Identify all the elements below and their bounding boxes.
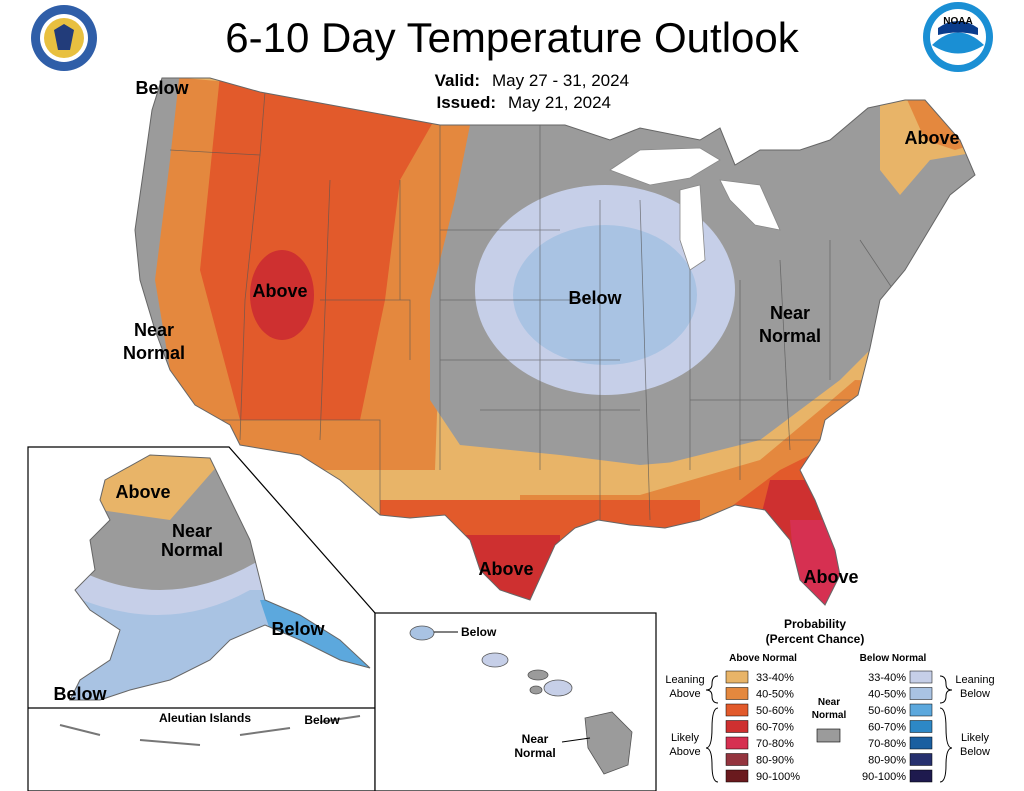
label-alaska-near-normal-2: Normal bbox=[161, 540, 223, 560]
label-alaska-below-se: Below bbox=[271, 619, 325, 639]
legend-below-swatch-2 bbox=[909, 703, 933, 717]
legend-above-swatches: 33-40% 40-50% 50-60% 60-70% 70-80% 80-90% 90-1… bbox=[725, 670, 800, 783]
lake-superior bbox=[609, 147, 721, 186]
conus-outline bbox=[134, 77, 976, 606]
legend-below-label-5: 80-90% bbox=[868, 755, 906, 767]
legend-above-swatch-5 bbox=[725, 753, 749, 766]
legend-above-label-4: 70-80% bbox=[756, 738, 794, 750]
legend-below-swatch-1 bbox=[909, 687, 933, 700]
legend-above-swatch-6 bbox=[725, 769, 749, 783]
alaska-inset bbox=[27, 446, 376, 791]
legend-above-label-6: 90-100% bbox=[756, 771, 800, 783]
legend-likely-below-2: Below bbox=[960, 746, 990, 758]
legend-above-swatch-0 bbox=[725, 670, 749, 684]
label-above-florida: Above bbox=[803, 567, 858, 587]
legend-below-swatch-3 bbox=[909, 720, 933, 733]
label-above-ne: Above bbox=[904, 128, 959, 148]
label-near-normal-west-2: Normal bbox=[123, 343, 185, 363]
label-above-west: Above bbox=[252, 281, 307, 301]
legend-below-label-3: 60-70% bbox=[868, 722, 906, 734]
noaa-logo-icon: NOAA bbox=[923, 2, 993, 72]
legend-above-swatch-1 bbox=[725, 687, 749, 700]
noaa-logo-text: NOAA bbox=[943, 16, 972, 27]
legend-likely-above-1: Likely bbox=[671, 732, 700, 744]
map-title: 6-10 Day Temperature Outlook bbox=[225, 14, 800, 61]
legend-below-label-2: 50-60% bbox=[868, 705, 906, 717]
legend-likely-above-2: Above bbox=[669, 746, 700, 758]
label-aleutian-below: Below bbox=[304, 713, 340, 727]
label-alaska-near-normal-1: Near bbox=[172, 521, 212, 541]
legend-below-label-0: 33-40% bbox=[868, 672, 906, 684]
label-near-normal-east-1: Near bbox=[770, 303, 810, 323]
legend-near-normal-2: Normal bbox=[812, 710, 847, 721]
legend-near-normal-swatch bbox=[816, 728, 841, 743]
legend-above-label-2: 50-60% bbox=[756, 705, 794, 717]
label-alaska-above: Above bbox=[115, 482, 170, 502]
legend-above-swatch-3 bbox=[725, 720, 749, 733]
legend-below-swatch-5 bbox=[909, 753, 933, 766]
valid-value: May 27 - 31, 2024 bbox=[492, 71, 629, 90]
label-near-normal-west-1: Near bbox=[134, 320, 174, 340]
aleutian-title: Aleutian Islands bbox=[159, 711, 251, 725]
legend-leaning-above-2: Above bbox=[669, 688, 700, 700]
legend-below-swatches: 33-40% 40-50% 50-60% 60-70% 70-80% 80-90% 90-1… bbox=[862, 670, 933, 783]
lake-michigan bbox=[679, 184, 706, 271]
legend-below-swatch-0 bbox=[909, 670, 933, 684]
valid-label: Valid: bbox=[435, 71, 480, 90]
legend-above-label-0: 33-40% bbox=[756, 672, 794, 684]
legend-below-label-1: 40-50% bbox=[868, 689, 906, 701]
label-below-nw: Below bbox=[135, 78, 189, 98]
legend-below-swatch-4 bbox=[909, 736, 933, 750]
legend-title-2: (Percent Chance) bbox=[766, 632, 865, 646]
legend-above-label-3: 60-70% bbox=[756, 722, 794, 734]
legend-below-label-4: 70-80% bbox=[868, 738, 906, 750]
issued-value: May 21, 2024 bbox=[508, 93, 611, 112]
label-near-normal-east-2: Normal bbox=[759, 326, 821, 346]
legend-above-label-1: 40-50% bbox=[756, 689, 794, 701]
label-hawaii-below: Below bbox=[461, 625, 497, 639]
lake-huron bbox=[719, 179, 781, 231]
commerce-seal-icon bbox=[31, 5, 97, 71]
label-hawaii-near-normal-1: Near bbox=[522, 732, 549, 746]
legend-above-swatch-4 bbox=[725, 736, 749, 750]
issued-label: Issued: bbox=[436, 93, 496, 112]
hawaii-inset bbox=[374, 612, 657, 791]
label-above-texas: Above bbox=[478, 559, 533, 579]
legend-below-swatch-6 bbox=[909, 769, 933, 783]
legend-near-normal-1: Near bbox=[818, 697, 840, 708]
legend-above-label-5: 80-90% bbox=[756, 755, 794, 767]
legend-above-swatch-2 bbox=[725, 703, 749, 717]
label-hawaii-near-normal-2: Normal bbox=[514, 746, 555, 760]
legend-below-header: Below Normal bbox=[860, 653, 927, 664]
legend-leaning-below-1: Leaning bbox=[955, 674, 994, 686]
legend-leaning-above-1: Leaning bbox=[665, 674, 704, 686]
legend-likely-below-1: Likely bbox=[961, 732, 990, 744]
legend-below-label-6: 90-100% bbox=[862, 771, 906, 783]
label-alaska-below-sw: Below bbox=[53, 684, 107, 704]
legend-above-header: Above Normal bbox=[729, 653, 797, 664]
legend: Probability (Percent Chance) Above Norma… bbox=[665, 617, 994, 783]
legend-leaning-below-2: Below bbox=[960, 688, 990, 700]
legend-title-1: Probability bbox=[784, 617, 846, 631]
label-below-center: Below bbox=[568, 288, 622, 308]
